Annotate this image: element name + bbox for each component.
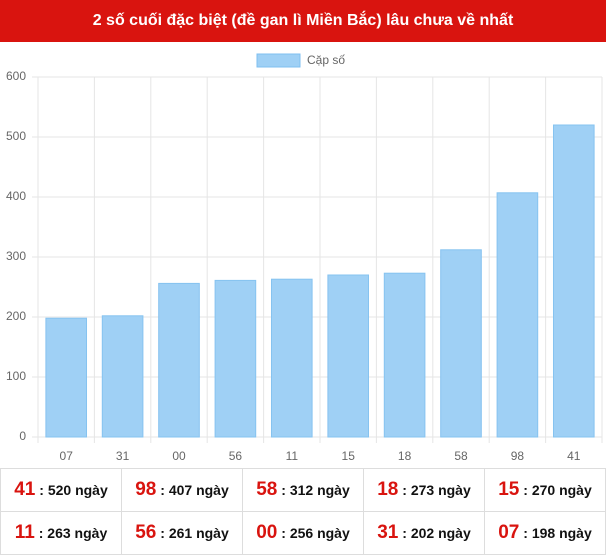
days-label: : 261 ngày — [160, 525, 229, 541]
legend-swatch — [256, 53, 301, 68]
number-code: 31 — [377, 522, 399, 543]
table: 41 : 520 ngày 98 : 407 ngày 58 : 312 ngày 1… — [0, 468, 606, 555]
table-cell: 11 : 263 ngày — [0, 511, 122, 555]
days-label: : 273 ngày — [402, 482, 471, 498]
y-tick-label: 0 — [19, 429, 26, 443]
table-row: 11 : 263 ngày 56 : 261 ngày 00 : 256 ngày 3… — [0, 511, 606, 555]
number-code: 98 — [135, 479, 157, 500]
bar — [214, 279, 257, 438]
table-cell: 56 : 261 ngày — [121, 511, 243, 555]
y-tick-label: 500 — [6, 129, 26, 143]
table-cell: 58 : 312 ngày — [242, 468, 364, 512]
bar — [45, 317, 88, 438]
y-tick-label: 100 — [6, 369, 26, 383]
days-label: : 198 ngày — [523, 525, 592, 541]
x-tick-label: 11 — [286, 449, 299, 463]
number-code: 07 — [498, 522, 520, 543]
y-tick-label: 200 — [6, 309, 26, 323]
x-tick-label: 07 — [60, 449, 74, 463]
days-label: : 407 ngày — [160, 482, 229, 498]
table-cell: 98 : 407 ngày — [121, 468, 243, 512]
table-cell: 07 : 198 ngày — [484, 511, 606, 555]
bar — [101, 315, 144, 438]
legend-label: Cặp số — [307, 53, 345, 67]
days-label: : 263 ngày — [38, 525, 108, 541]
x-tick-label: 15 — [342, 449, 356, 463]
days-label: : 520 ngày — [39, 482, 108, 498]
x-tick-label: 98 — [511, 449, 525, 463]
x-tick-label: 58 — [454, 449, 468, 463]
number-code: 41 — [14, 479, 36, 500]
days-label: : 312 ngày — [281, 482, 350, 498]
table-cell: 18 : 273 ngày — [363, 468, 485, 512]
number-code: 58 — [256, 479, 278, 500]
y-tick-label: 400 — [6, 189, 26, 203]
bar — [383, 272, 426, 438]
y-tick-label: 600 — [6, 69, 26, 83]
table-cell: 15 : 270 ngày — [484, 468, 606, 512]
bar — [496, 192, 539, 438]
x-tick-label: 00 — [172, 449, 186, 463]
number-code: 00 — [256, 522, 278, 543]
number-code: 15 — [498, 479, 520, 500]
table-cell: 41 : 520 ngày — [0, 468, 122, 512]
days-label: : 256 ngày — [281, 525, 350, 541]
chart-title: 2 số cuối đặc biệt (đề gan lì Miền Bắc) … — [0, 0, 606, 42]
table-cell: 00 : 256 ngày — [242, 511, 364, 555]
bar — [440, 249, 482, 438]
chart: Cặp số 0 100 200 300 400 500 600 07 31 00 56 11 15 18 5… — [6, 53, 603, 463]
y-tick-label: 300 — [6, 249, 26, 263]
x-tick-label: 31 — [116, 449, 130, 463]
x-tick-label: 18 — [398, 449, 412, 463]
number-code: 56 — [135, 522, 157, 543]
bar — [158, 282, 200, 438]
bar — [552, 124, 595, 438]
days-label: : 270 ngày — [523, 482, 592, 498]
x-tick-label: 41 — [567, 449, 581, 463]
table-row: 41 : 520 ngày 98 : 407 ngày 58 : 312 ngày 1… — [0, 468, 606, 512]
number-code: 18 — [377, 479, 399, 500]
table-cell: 31 : 202 ngày — [363, 511, 485, 555]
bar — [327, 274, 370, 438]
number-code: 11 — [14, 522, 35, 543]
x-tick-label: 56 — [229, 449, 243, 463]
bar — [270, 278, 313, 438]
days-label: : 202 ngày — [402, 525, 471, 541]
